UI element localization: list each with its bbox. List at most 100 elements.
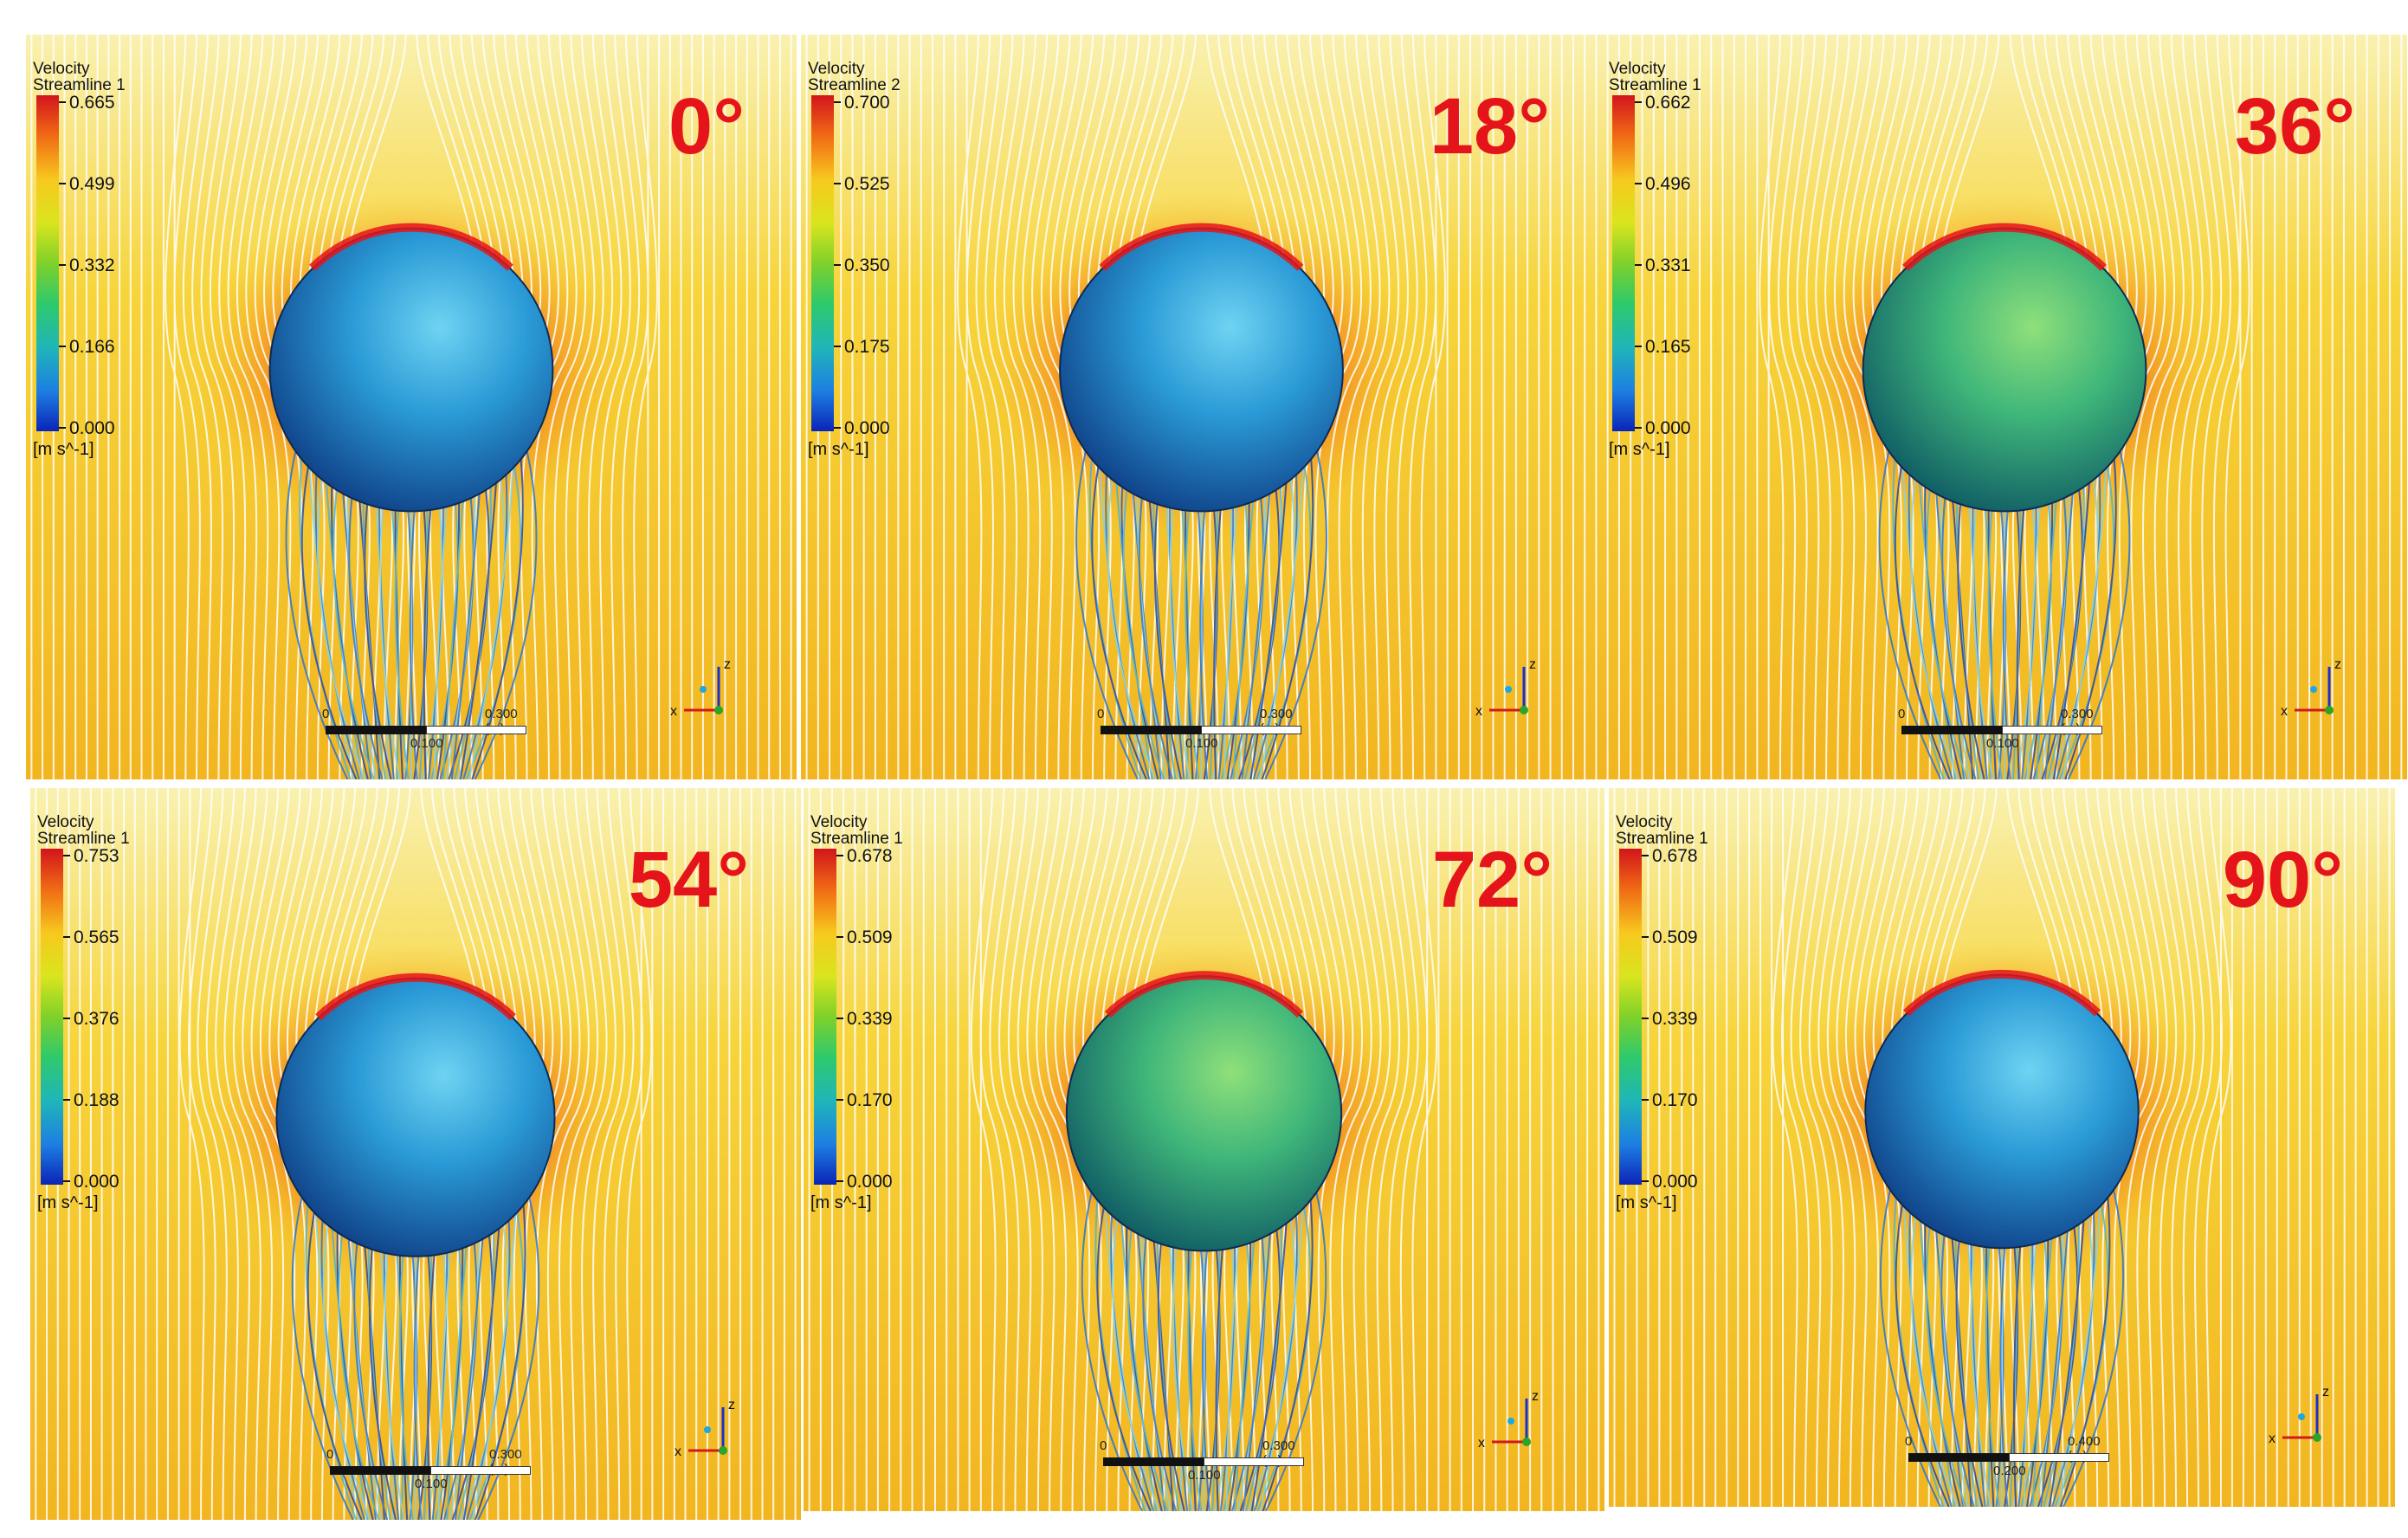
svg-text:z: z: [1529, 657, 1536, 672]
scale-bar-white: [1201, 726, 1301, 734]
colorbar: [811, 95, 834, 431]
axes-triad-icon: zx: [2281, 657, 2341, 719]
panel-angle-4: Velocity Streamline 1 0.678 0.509 0.339 0.170…: [804, 788, 1604, 1511]
colorbar-tick-label: 0.339: [836, 1009, 893, 1029]
sphere: [275, 977, 556, 1257]
colorbar: [1619, 849, 1642, 1185]
colorbar: [36, 95, 59, 431]
scale-zero-label: 0: [1097, 707, 1105, 721]
legend-unit: [m s^-1]: [33, 440, 94, 459]
scale-bar-white: [2009, 1453, 2109, 1462]
scale-zero-label: 0: [1898, 707, 1906, 721]
scale-bar: 00.300 (m)0.100: [325, 1438, 533, 1494]
colorbar-tick-label: 0.700: [834, 93, 890, 113]
scale-bar-white: [426, 726, 526, 734]
scale-bar-white: [430, 1466, 531, 1475]
scale-mid-label: 0.100: [415, 1477, 448, 1491]
colorbar-tick-label: 0.170: [836, 1090, 893, 1110]
angle-label: 54°: [628, 836, 749, 924]
colorbar: [814, 849, 836, 1185]
colorbar-tick-label: 0.339: [1642, 1009, 1698, 1029]
flow-field: [30, 788, 801, 1520]
colorbar-tick-label: 0.188: [63, 1090, 119, 1110]
colorbar-tick-label: 0.000: [1635, 418, 1691, 438]
scale-zero-label: 0: [322, 707, 330, 721]
angle-label: 72°: [1431, 836, 1553, 924]
svg-text:z: z: [724, 657, 731, 672]
angle-label: 90°: [2222, 836, 2343, 924]
svg-text:z: z: [1532, 1389, 1539, 1404]
colorbar-tick-label: 0.376: [63, 1009, 119, 1029]
colorbar-tick-label: 0.000: [836, 1172, 893, 1192]
axes-triad-icon: zx: [670, 657, 731, 719]
scale-bar: 00.400 (m)0.200: [1903, 1425, 2111, 1481]
sphere: [1059, 227, 1344, 513]
sphere: [1065, 975, 1343, 1252]
legend-title: Velocity: [810, 813, 868, 831]
color-legend: Velocity Streamline 1 0.662 0.496 0.331 0.165…: [1609, 61, 1869, 476]
scale-zero-label: 0: [326, 1447, 334, 1462]
angle-label: 0°: [668, 82, 745, 171]
scale-bar-black: [326, 726, 426, 734]
scale-mid-label: 0.100: [1986, 736, 2019, 751]
colorbar-tick-label: 0.665: [59, 93, 115, 113]
flow-field: [1602, 35, 2407, 779]
panel-angle-2: Velocity Streamline 1 0.662 0.496 0.331 0.165…: [1602, 35, 2407, 779]
svg-text:x: x: [675, 1444, 681, 1459]
legend-title: Velocity: [1609, 60, 1666, 78]
scale-bar: 00.300 (m)0.100: [1098, 1430, 1306, 1485]
svg-text:x: x: [2269, 1431, 2276, 1446]
colorbar-tick-label: 0.165: [1635, 337, 1691, 357]
colorbar-tick-label: 0.662: [1635, 93, 1691, 113]
flow-field: [801, 35, 1602, 779]
legend-streamline-name: Streamline 1: [1609, 76, 1701, 94]
scale-mid-label: 0.100: [1185, 736, 1218, 751]
legend-unit: [m s^-1]: [808, 440, 869, 459]
legend-unit: [m s^-1]: [1616, 1193, 1677, 1212]
svg-text:x: x: [670, 704, 677, 719]
scale-bar: 00.300 (m)0.100: [1095, 698, 1303, 753]
axes-triad-icon: zx: [1478, 1389, 1539, 1451]
scale-bar-black: [330, 1466, 430, 1475]
scale-bar: 00.300 (m)0.100: [320, 698, 528, 753]
colorbar-tick-label: 0.166: [59, 337, 115, 357]
colorbar-tick-label: 0.332: [59, 255, 115, 275]
colorbar-tick-label: 0.753: [63, 846, 119, 866]
legend-streamline-name: Streamline 1: [33, 76, 126, 94]
svg-text:z: z: [2334, 657, 2341, 672]
scale-bar-black: [1901, 726, 2002, 734]
colorbar-tick-label: 0.499: [59, 174, 115, 194]
panel-angle-5: Velocity Streamline 1 0.678 0.509 0.339 0.170…: [1609, 788, 2395, 1507]
legend-streamline-name: Streamline 2: [808, 76, 901, 94]
legend-unit: [m s^-1]: [810, 1193, 872, 1212]
color-legend: Velocity Streamline 1 0.753 0.565 0.376 0.188…: [37, 814, 297, 1230]
colorbar-tick-label: 0.000: [59, 418, 115, 438]
colorbar: [1612, 95, 1635, 431]
legend-streamline-name: Streamline 1: [810, 830, 903, 848]
panel-angle-0: Velocity Streamline 1 0.665 0.499 0.332 0.166…: [26, 35, 797, 779]
angle-label: 18°: [1429, 82, 1550, 171]
axes-triad-icon: zx: [1475, 657, 1536, 719]
colorbar-tick-label: 0.525: [834, 174, 890, 194]
svg-text:x: x: [2281, 704, 2288, 719]
color-legend: Velocity Streamline 2 0.700 0.525 0.350 0.175…: [808, 61, 1068, 476]
sphere: [268, 227, 554, 513]
color-legend: Velocity Streamline 1 0.665 0.499 0.332 0.166…: [33, 61, 293, 476]
legend-unit: [m s^-1]: [1609, 440, 1670, 459]
colorbar-tick-label: 0.175: [834, 337, 890, 357]
colorbar: [41, 849, 63, 1185]
colorbar-tick-label: 0.331: [1635, 255, 1691, 275]
scale-bar-black: [1101, 726, 1201, 734]
flow-field: [1609, 788, 2395, 1507]
panel-angle-1: Velocity Streamline 2 0.700 0.525 0.350 0.175…: [801, 35, 1602, 779]
flow-field: [26, 35, 797, 779]
sphere: [1864, 973, 2140, 1250]
colorbar-tick-label: 0.000: [1642, 1172, 1698, 1192]
scale-bar-black: [1908, 1453, 2009, 1462]
svg-text:z: z: [2322, 1385, 2329, 1399]
colorbar-tick-label: 0.678: [836, 846, 893, 866]
colorbar-tick-label: 0.350: [834, 255, 890, 275]
scale-zero-label: 0: [1100, 1438, 1107, 1453]
panel-angle-3: Velocity Streamline 1 0.753 0.565 0.376 0.188…: [30, 788, 801, 1520]
